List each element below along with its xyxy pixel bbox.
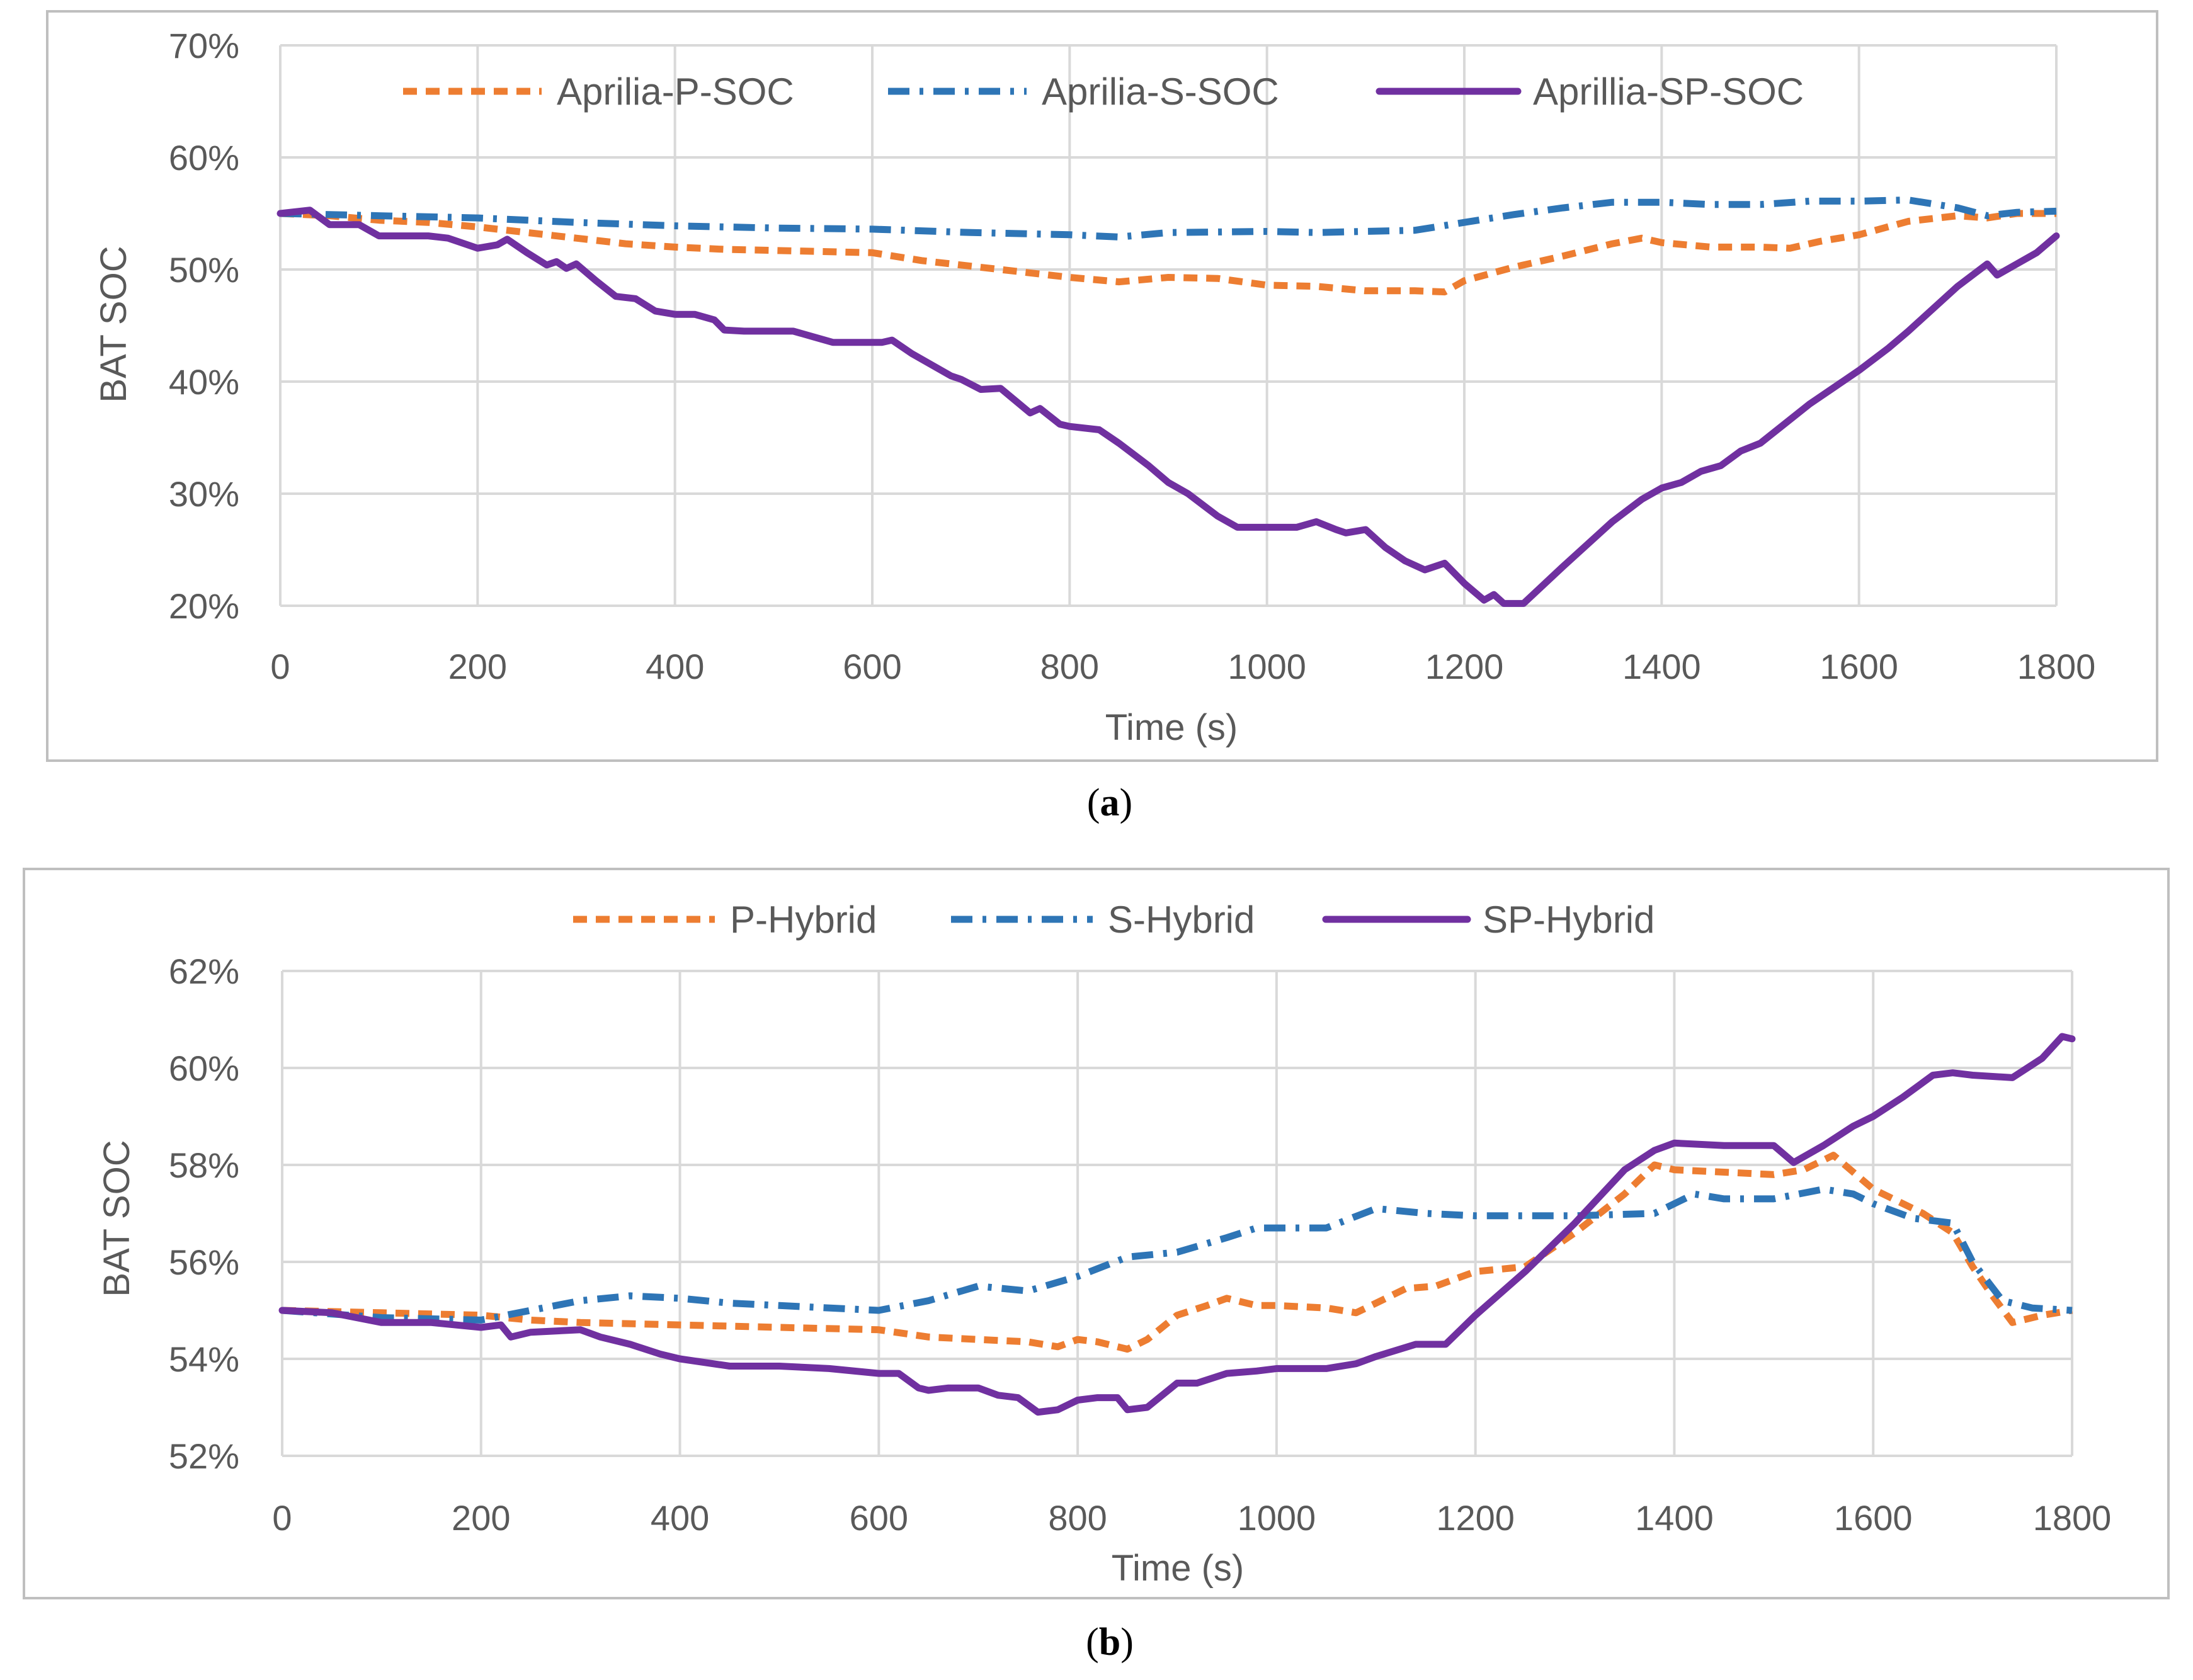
legend-item: SP-Hybrid [1322, 899, 1655, 941]
x-tick-label: 1800 [2033, 1498, 2112, 1538]
y-axis-title-b: BAT SOC [96, 1140, 137, 1297]
legend-item: S-Hybrid [951, 899, 1255, 941]
y-tick-labels-b: 52% 54% 56% 58% 60% 62% [169, 951, 239, 1476]
series-line-p-hybrid [282, 1152, 2073, 1353]
y-tick-label: 58% [169, 1145, 239, 1185]
svg-text:(b): (b) [1086, 1621, 1134, 1664]
y-tick-label: 30% [169, 474, 239, 514]
panel-label-b-letter: b [1099, 1621, 1120, 1664]
legend-label: Aprillia-SP-SOC [1533, 71, 1804, 113]
x-tick-label: 0 [272, 1498, 292, 1538]
x-tick-label: 1600 [1820, 647, 1898, 686]
panel-label-b: (b) [1086, 1621, 1134, 1664]
series-group-b [278, 1033, 2076, 1416]
svg-text:(a): (a) [1087, 781, 1132, 824]
legend-a: Aprilia-P-SOC Aprilia-S-SOC Aprillia-SP-SO… [403, 71, 1804, 113]
series-group-a [276, 196, 2060, 607]
legend-label: P-Hybrid [730, 899, 877, 941]
y-tick-label: 60% [169, 138, 239, 178]
chart-frame-b [23, 868, 2170, 1599]
legend-item: Aprilia-P-SOC [403, 71, 794, 113]
y-tick-label: 54% [169, 1339, 239, 1379]
x-tick-labels-b: 0 200 400 600 800 1000 1200 1400 1600 1800 [272, 1498, 2111, 1538]
panel-label-a-letter: a [1100, 781, 1120, 824]
series-line-aprilia-s-soc [280, 196, 2057, 241]
chart-panel-b: 52% 54% 56% 58% 60% 62% 0 200 400 600 800 1000 1200… [23, 868, 2170, 1599]
series-line-aprilia-p-soc [280, 210, 2056, 296]
gridlines-a [279, 44, 2058, 607]
y-tick-label: 50% [169, 250, 239, 290]
legend-label: SP-Hybrid [1483, 899, 1655, 941]
x-tick-label: 600 [843, 647, 901, 686]
y-tick-label: 62% [169, 951, 239, 991]
y-tick-label: 56% [169, 1242, 239, 1282]
x-tick-label: 400 [651, 1498, 709, 1538]
x-tick-labels-a: 0 200 400 600 800 1000 1200 1400 1600 1800 [270, 647, 2095, 686]
x-axis-title-a: Time (s) [1105, 707, 1238, 748]
chart-panel-a: 20% 30% 40% 50% 60% 70% 0 200 400 600 800 1000 1200… [46, 10, 2158, 762]
y-tick-label: 40% [169, 362, 239, 402]
series-line-sp-hybrid [278, 1033, 2076, 1416]
x-tick-label: 0 [270, 647, 290, 686]
series-line-aprillia-sp-soc [276, 207, 2060, 607]
legend-item: Aprillia-SP-SOC [1376, 71, 1804, 113]
legend-item: Aprilia-S-SOC [888, 71, 1279, 113]
x-tick-label: 1800 [2017, 647, 2096, 686]
x-tick-label: 1400 [1635, 1498, 1714, 1538]
legend-item: P-Hybrid [573, 899, 877, 941]
y-tick-label: 20% [169, 586, 239, 626]
y-tick-label: 60% [169, 1048, 239, 1088]
y-tick-labels-a: 20% 30% 40% 50% 60% 70% [169, 26, 239, 626]
x-tick-label: 1400 [1622, 647, 1701, 686]
x-tick-label: 400 [646, 647, 704, 686]
chart-frame-a [46, 10, 2158, 762]
x-tick-label: 1200 [1436, 1498, 1515, 1538]
x-tick-label: 600 [850, 1498, 908, 1538]
x-tick-label: 1600 [1834, 1498, 1913, 1538]
x-tick-label: 1000 [1228, 647, 1306, 686]
legend-label: Aprilia-S-SOC [1042, 71, 1279, 113]
x-tick-label: 1000 [1238, 1498, 1316, 1538]
y-axis-title-a: BAT SOC [93, 246, 134, 402]
x-tick-label: 1200 [1425, 647, 1504, 686]
x-tick-label: 200 [452, 1498, 510, 1538]
y-tick-label: 52% [169, 1436, 239, 1476]
panel-label-a: (a) [1087, 781, 1132, 824]
legend-label: Aprilia-P-SOC [557, 71, 794, 113]
legend-label: S-Hybrid [1108, 899, 1255, 941]
legend-b: P-Hybrid S-Hybrid SP-Hybrid [573, 899, 1655, 941]
y-tick-label: 70% [169, 26, 239, 65]
x-tick-label: 800 [1048, 1498, 1107, 1538]
x-tick-label: 800 [1040, 647, 1099, 686]
x-axis-title-b: Time (s) [1112, 1548, 1244, 1589]
x-tick-label: 200 [448, 647, 507, 686]
